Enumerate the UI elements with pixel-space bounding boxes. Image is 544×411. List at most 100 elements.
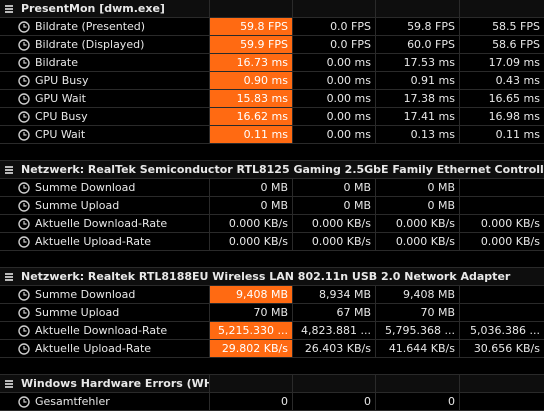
max-value: 0 (376, 393, 460, 410)
max-value: 17.53 ms (376, 54, 460, 71)
sensor-row[interactable]: CPU Busy 16.62 ms 0.00 ms 17.41 ms 16.98… (0, 108, 544, 126)
avg-value: 30.656 KB/s (473, 342, 540, 355)
section-title: Netzwerk: RealTek Semiconductor RTL8125 … (21, 163, 544, 176)
section-title: PresentMon [dwm.exe] (21, 2, 165, 15)
section-toggle-icon[interactable] (4, 4, 14, 14)
clock-icon (18, 395, 30, 408)
sensor-row[interactable]: Gesamtfehler 0 0 0 (0, 393, 544, 411)
section-divider (0, 358, 544, 375)
sensor-row[interactable]: GPU Wait 15.83 ms 0.00 ms 17.38 ms 16.65… (0, 90, 544, 108)
max-value: 0.000 KB/s (376, 233, 460, 250)
sensor-label: Summe Download (35, 181, 136, 194)
clock-icon (18, 74, 30, 87)
avg-value: 0.43 ms (495, 74, 540, 87)
clock-icon (18, 181, 30, 194)
max-value: 59.8 FPS (376, 18, 460, 35)
avg-value (460, 286, 544, 303)
max-value: 0.91 ms (376, 72, 460, 89)
min-value: 26.403 KB/s (293, 340, 376, 357)
avg-value (460, 179, 544, 196)
avg-value: 0.11 ms (495, 128, 540, 141)
sensor-label: Aktuelle Download-Rate (35, 324, 168, 337)
max-value: 5,795.368 ... (376, 322, 460, 339)
sensor-row[interactable]: CPU Wait 0.11 ms 0.00 ms 0.13 ms 0.11 ms (0, 126, 544, 144)
avg-value: 0.000 KB/s (480, 217, 540, 230)
sensor-label: Summe Upload (35, 306, 120, 319)
current-value: 0 (210, 393, 293, 410)
sensor-row[interactable]: Summe Upload 70 MB 67 MB 70 MB (0, 304, 544, 322)
sensor-label: CPU Busy (35, 110, 88, 123)
sensor-row[interactable]: Aktuelle Upload-Rate 0.000 KB/s 0.000 KB… (0, 233, 544, 251)
avg-value (460, 197, 544, 214)
sensor-label: Summe Upload (35, 199, 120, 212)
section-header-whea[interactable]: Windows Hardware Errors (WHEA) (0, 375, 544, 393)
clock-icon (18, 324, 30, 337)
section-toggle-icon[interactable] (4, 379, 14, 389)
sensor-row[interactable]: Summe Download 9,408 MB 8,934 MB 9,408 M… (0, 286, 544, 304)
section-header-wireless[interactable]: Netzwerk: Realtek RTL8188EU Wireless LAN… (0, 268, 544, 286)
min-value: 0.00 ms (293, 90, 376, 107)
min-value: 0.0 FPS (293, 18, 376, 35)
clock-icon (18, 128, 30, 141)
min-value: 8,934 MB (293, 286, 376, 303)
current-value: 5,215.330 ... (210, 322, 293, 339)
current-value: 16.62 ms (210, 108, 293, 125)
sensor-label: Bildrate (Presented) (35, 20, 146, 33)
sensor-label: Aktuelle Download-Rate (35, 217, 168, 230)
current-value: 29.802 KB/s (210, 340, 293, 357)
avg-value: 58.6 FPS (492, 38, 540, 51)
sensor-row[interactable]: Summe Download 0 MB 0 MB 0 MB (0, 179, 544, 197)
clock-icon (18, 288, 30, 301)
section-header-presentmon[interactable]: PresentMon [dwm.exe] (0, 0, 544, 18)
min-value: 67 MB (293, 304, 376, 321)
max-value: 9,408 MB (376, 286, 460, 303)
avg-value: 0.000 KB/s (480, 235, 540, 248)
min-value: 0.000 KB/s (293, 215, 376, 232)
min-value: 0.00 ms (293, 126, 376, 143)
sensor-row[interactable]: Aktuelle Download-Rate 5,215.330 ... 4,8… (0, 322, 544, 340)
min-value: 0 MB (293, 179, 376, 196)
sensor-row[interactable]: Aktuelle Download-Rate 0.000 KB/s 0.000 … (0, 215, 544, 233)
min-value: 0 (293, 393, 376, 410)
clock-icon (18, 235, 30, 248)
current-value: 0.11 ms (210, 126, 293, 143)
current-value: 0.000 KB/s (210, 233, 293, 250)
min-value: 0 MB (293, 197, 376, 214)
sensor-row[interactable]: Summe Upload 0 MB 0 MB 0 MB (0, 197, 544, 215)
max-value: 0 MB (376, 179, 460, 196)
current-value: 16.73 ms (210, 54, 293, 71)
sensor-row[interactable]: Bildrate (Displayed) 59.9 FPS 0.0 FPS 60… (0, 36, 544, 54)
sensor-row[interactable]: Aktuelle Upload-Rate 29.802 KB/s 26.403 … (0, 340, 544, 358)
current-value: 9,408 MB (210, 286, 293, 303)
section-header-ethernet[interactable]: Netzwerk: RealTek Semiconductor RTL8125 … (0, 161, 544, 179)
min-value: 4,823.881 ... (293, 322, 376, 339)
clock-icon (18, 306, 30, 319)
section-title: Netzwerk: Realtek RTL8188EU Wireless LAN… (21, 270, 511, 283)
sensor-row[interactable]: GPU Busy 0.90 ms 0.00 ms 0.91 ms 0.43 ms (0, 72, 544, 90)
sensor-label: GPU Busy (35, 74, 89, 87)
current-value: 0.000 KB/s (210, 215, 293, 232)
max-value: 0 MB (376, 197, 460, 214)
sensor-label: GPU Wait (35, 92, 86, 105)
section-divider (0, 144, 544, 161)
section-divider (0, 251, 544, 268)
sensor-row[interactable]: Bildrate (Presented) 59.8 FPS 0.0 FPS 59… (0, 18, 544, 36)
max-value: 60.0 FPS (376, 36, 460, 53)
avg-value (460, 393, 544, 410)
sensor-label: Gesamtfehler (35, 395, 110, 408)
avg-value (460, 304, 544, 321)
min-value: 0.00 ms (293, 108, 376, 125)
avg-value: 58.5 FPS (492, 20, 540, 33)
clock-icon (18, 217, 30, 230)
current-value: 0 MB (210, 179, 293, 196)
current-value: 15.83 ms (210, 90, 293, 107)
avg-value: 16.98 ms (488, 110, 540, 123)
sensor-row[interactable]: Bildrate 16.73 ms 0.00 ms 17.53 ms 17.09… (0, 54, 544, 72)
section-toggle-icon[interactable] (4, 272, 14, 282)
sensor-label: Bildrate (Displayed) (35, 38, 145, 51)
clock-icon (18, 38, 30, 51)
max-value: 0.000 KB/s (376, 215, 460, 232)
section-toggle-icon[interactable] (4, 165, 14, 175)
max-value: 17.41 ms (376, 108, 460, 125)
